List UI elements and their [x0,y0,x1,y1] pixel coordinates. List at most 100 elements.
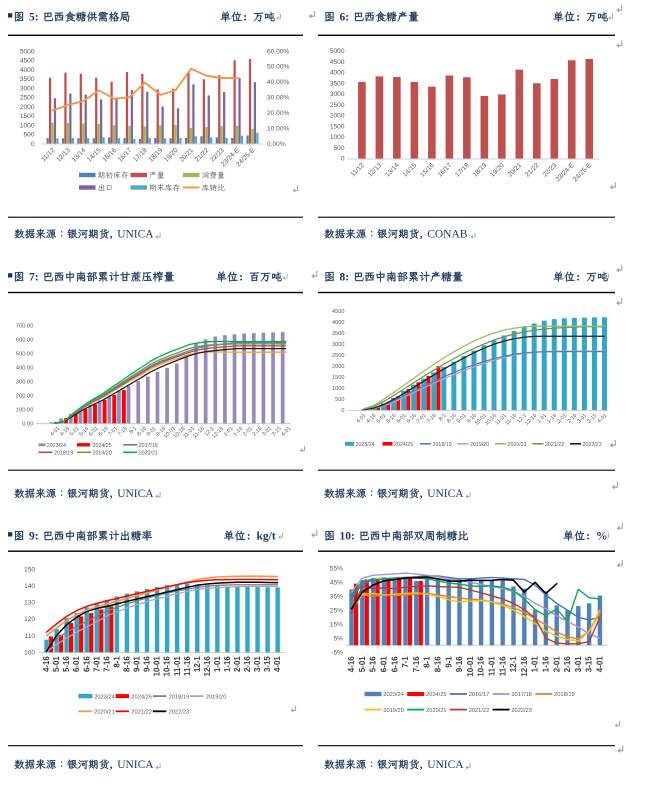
svg-text:1-16: 1-16 [542,656,551,672]
svg-text:500: 500 [333,145,344,152]
svg-text:6-01: 6-01 [88,426,100,438]
svg-text:5-01: 5-01 [69,426,81,438]
svg-text:9-16: 9-16 [455,656,464,672]
svg-text:0: 0 [341,408,344,414]
svg-text:2020/21: 2020/21 [508,442,527,448]
svg-text:7-16: 7-16 [102,656,111,672]
svg-text:2021/22: 2021/22 [469,708,490,714]
svg-text:5%: 5% [333,636,343,643]
svg-text:130: 130 [24,600,35,607]
svg-text:4000: 4000 [20,67,35,74]
svg-text:5-01: 5-01 [358,656,367,672]
svg-text:5-16: 5-16 [369,656,378,672]
svg-text:2000: 2000 [332,364,344,370]
svg-text:,: , [420,489,423,500]
svg-text:7-1: 7-1 [401,656,410,668]
svg-text:10-16: 10-16 [163,656,172,677]
svg-text:50.00%: 50.00% [267,64,290,71]
svg-text:60.00%: 60.00% [267,48,290,55]
svg-text:5000: 5000 [20,48,35,55]
svg-text:1-16: 1-16 [223,656,232,672]
svg-text:UNICA: UNICA [427,488,464,500]
svg-text:3-15: 3-15 [585,656,594,672]
svg-text:4500: 4500 [332,309,344,315]
svg-text:6-01: 6-01 [396,413,408,425]
svg-text:2-16: 2-16 [243,656,252,672]
svg-text:5-01: 5-01 [52,656,61,672]
svg-text:5-01: 5-01 [376,413,388,425]
svg-text:,: , [110,489,113,500]
svg-text:2-01: 2-01 [556,413,568,425]
svg-text:UNICA: UNICA [117,759,154,771]
svg-text:6-16: 6-16 [98,426,110,438]
svg-text:3000: 3000 [332,342,344,348]
svg-text:2024/25: 2024/25 [93,443,112,449]
svg-text:11-16: 11-16 [498,656,507,676]
svg-text:4-01: 4-01 [596,656,605,672]
svg-text:2018/19: 2018/19 [554,692,575,698]
svg-text:2500: 2500 [330,102,345,109]
svg-text:7-01: 7-01 [416,413,428,425]
svg-text:11-01: 11-01 [173,656,182,676]
svg-text:1-01: 1-01 [536,413,548,425]
svg-text:4-01: 4-01 [356,413,368,425]
svg-text:7-16: 7-16 [426,413,438,425]
svg-text:40.00%: 40.00% [267,79,290,86]
svg-text:4-16: 4-16 [42,656,51,672]
svg-text:3-01: 3-01 [574,656,583,672]
svg-text:4-01: 4-01 [49,426,61,438]
svg-text:,: , [420,230,423,241]
svg-text:4-16: 4-16 [59,426,71,438]
svg-text:500: 500 [335,397,344,403]
svg-text:8-16: 8-16 [136,426,148,438]
svg-text:2020/21: 2020/21 [139,450,158,456]
svg-text:25%: 25% [330,608,343,615]
svg-text:200.00: 200.00 [16,393,34,399]
svg-text::: : [576,12,580,24]
svg-text:2500: 2500 [332,353,344,359]
svg-text:2018/19: 2018/19 [169,694,190,700]
svg-text:2023/24: 2023/24 [94,694,115,700]
svg-text:2000: 2000 [20,104,35,111]
svg-text:1-16: 1-16 [232,426,244,438]
svg-text:2021/22: 2021/22 [545,442,564,448]
svg-text:2024/25: 2024/25 [394,442,413,448]
svg-text:2017/18: 2017/18 [511,692,532,698]
svg-text:2023/24: 2023/24 [47,443,66,449]
svg-text:100: 100 [24,650,35,657]
svg-text:2-16: 2-16 [563,656,572,672]
svg-text:300.00: 300.00 [16,380,34,386]
svg-text:400.00: 400.00 [16,366,34,372]
svg-text:3500: 3500 [20,76,35,83]
svg-text:2000: 2000 [330,113,345,120]
svg-text:1500: 1500 [332,375,344,381]
svg-text:2024/25: 2024/25 [131,694,152,700]
svg-text:7:: 7: [29,272,39,284]
svg-text:2023/24: 2023/24 [383,692,404,698]
svg-text:10-16: 10-16 [477,656,486,677]
svg-text:UNICA: UNICA [117,488,154,500]
svg-text:5000: 5000 [330,48,345,55]
svg-text:30.00%: 30.00% [267,95,290,102]
svg-text:3500: 3500 [330,81,345,88]
svg-text:2023/24: 2023/24 [356,442,375,448]
svg-text:10-01: 10-01 [153,656,162,677]
svg-text:8-1: 8-1 [423,656,432,668]
svg-text:1000: 1000 [332,386,344,392]
svg-text:8-16: 8-16 [446,413,458,425]
svg-text:%: % [596,531,608,543]
svg-text:kg/t: kg/t [257,531,276,543]
svg-text:12-16: 12-16 [520,656,529,677]
svg-text:0.00: 0.00 [22,421,33,427]
svg-text:,: , [110,760,113,771]
svg-text:700.00: 700.00 [16,324,34,330]
svg-text:,: , [110,230,113,241]
svg-text:UNICA: UNICA [427,759,464,771]
svg-text:12-1: 12-1 [204,426,216,438]
svg-text:1000: 1000 [330,134,345,141]
svg-text:15%: 15% [330,622,343,629]
svg-text:9-16: 9-16 [143,656,152,672]
svg-text:5-16: 5-16 [78,426,90,438]
svg-text:35%: 35% [330,594,343,601]
svg-text:4000: 4000 [330,70,345,77]
